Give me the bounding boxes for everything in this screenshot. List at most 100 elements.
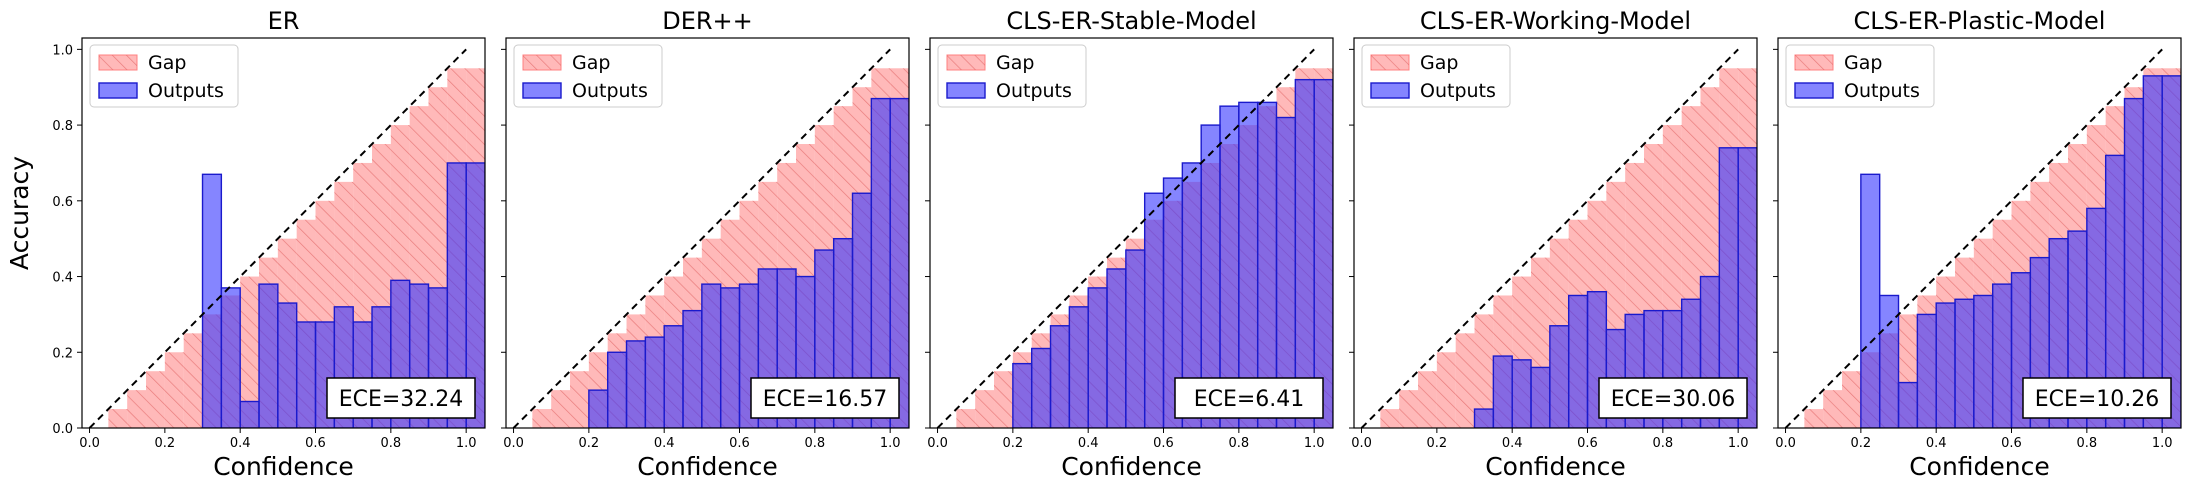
x-tick-label: 0.0 bbox=[1775, 436, 1796, 451]
x-tick-label: 0.6 bbox=[2001, 436, 2022, 451]
axes-frame bbox=[1353, 37, 1758, 429]
gap-bar-hatch bbox=[1842, 371, 1861, 428]
x-tick-label: 0.2 bbox=[1427, 436, 1448, 451]
outputs-swatch bbox=[98, 82, 138, 99]
ece-annotation: ECE=16.57 bbox=[750, 377, 900, 419]
gap-bar-hatch bbox=[1436, 352, 1456, 428]
gap-bar-hatch bbox=[127, 390, 147, 428]
x-tick-label: 0.2 bbox=[1003, 436, 1024, 451]
x-tick-label: 0.6 bbox=[305, 436, 326, 451]
gap-bar-hatch bbox=[532, 409, 552, 428]
outputs-bar bbox=[239, 400, 260, 428]
gap-bar-hatch bbox=[956, 409, 976, 428]
x-tick-label: 0.8 bbox=[1228, 436, 1249, 451]
panel-1: 0.0 0.0 0.2 0.2 0.4 0.4 0.6 0.6 0.8 0.8 1.0 1.0 ER Co… bbox=[52, 7, 486, 481]
outputs-bar bbox=[1143, 192, 1165, 428]
legend-label-gap: Gap bbox=[572, 52, 610, 74]
perfect-calibration-line bbox=[936, 48, 1315, 428]
x-tick-label: 0.6 bbox=[729, 436, 750, 451]
x-tick-label: 0.8 bbox=[2076, 436, 2097, 451]
plot-area bbox=[1784, 48, 2181, 428]
legend-label-gap: Gap bbox=[148, 52, 186, 74]
outputs-bar bbox=[1935, 302, 1956, 428]
y-tick-label: 0.0 bbox=[52, 422, 73, 437]
panel-title: CLS-ER-Stable-Model bbox=[1006, 7, 1256, 35]
outputs-bar bbox=[1049, 325, 1071, 428]
x-tick-label: 1.0 bbox=[1728, 436, 1749, 451]
outputs-bar bbox=[588, 389, 609, 428]
outputs-bar bbox=[2161, 75, 2181, 428]
legend-label-gap: Gap bbox=[1844, 52, 1882, 74]
gap-bar-hatch bbox=[570, 371, 589, 428]
gap-bar-hatch bbox=[1399, 390, 1419, 428]
x-axis-label: Confidence bbox=[1909, 452, 2050, 481]
y-tick-label: 1.0 bbox=[52, 43, 73, 58]
outputs-bar bbox=[1087, 287, 1108, 428]
ece-annotation: ECE=10.26 bbox=[2022, 377, 2172, 419]
outputs-bar bbox=[1954, 298, 1975, 428]
legend: Gap Outputs bbox=[1785, 44, 1935, 108]
outputs-bar bbox=[295, 321, 317, 428]
outputs-bar bbox=[1860, 173, 1881, 428]
x-tick-label: 0.4 bbox=[230, 436, 251, 451]
outputs-bar bbox=[1012, 362, 1033, 428]
x-tick-label: 1.0 bbox=[456, 436, 477, 451]
panel-title: ER bbox=[268, 7, 300, 35]
ece-value: ECE=16.57 bbox=[763, 387, 888, 412]
x-tick-label: 0.4 bbox=[654, 436, 675, 451]
outputs-bar bbox=[1991, 283, 2013, 428]
y-tick-label: 0.2 bbox=[52, 346, 73, 361]
legend-label-gap: Gap bbox=[1420, 52, 1458, 74]
x-tick-label: 0.8 bbox=[1652, 436, 1673, 451]
ece-value: ECE=10.26 bbox=[2035, 387, 2160, 412]
outputs-swatch bbox=[1370, 82, 1410, 99]
panel-3: 0.0 0.2 0.4 0.6 0.8 1.0 CLS-ER-Stable-Model Con… bbox=[925, 7, 1334, 481]
gap-bar-hatch bbox=[146, 371, 165, 428]
x-axis-label: Confidence bbox=[1061, 452, 1202, 481]
axes-frame bbox=[929, 37, 1334, 429]
x-tick-label: 0.4 bbox=[1078, 436, 1099, 451]
plot-area bbox=[936, 48, 1333, 428]
gap-bar-hatch bbox=[108, 409, 128, 428]
axes-frame bbox=[1777, 37, 2182, 429]
x-tick-label: 0.4 bbox=[1926, 436, 1947, 451]
x-tick-label: 0.6 bbox=[1577, 436, 1598, 451]
gap-bar-hatch bbox=[183, 333, 203, 428]
x-tick-label: 0.2 bbox=[579, 436, 600, 451]
x-tick-label: 0.4 bbox=[1502, 436, 1523, 451]
y-tick-label: 0.6 bbox=[52, 195, 73, 210]
legend-label-gap: Gap bbox=[996, 52, 1034, 74]
panel-4: 0.0 0.2 0.4 0.6 0.8 1.0 CLS-ER-Working-Model Co… bbox=[1349, 7, 1758, 481]
legend-label-outputs: Outputs bbox=[148, 80, 224, 102]
x-tick-label: 1.0 bbox=[880, 436, 901, 451]
x-tick-label: 0.6 bbox=[1153, 436, 1174, 451]
outputs-bar bbox=[1125, 249, 1146, 428]
gap-bar-hatch bbox=[994, 371, 1013, 428]
gap-bar-hatch bbox=[975, 390, 995, 428]
gap-bar-hatch bbox=[1804, 409, 1824, 428]
panel-title: CLS-ER-Plastic-Model bbox=[1854, 7, 2106, 35]
outputs-bar bbox=[220, 287, 241, 428]
outputs-bar bbox=[644, 336, 665, 428]
outputs-swatch bbox=[1794, 82, 1834, 99]
outputs-bar bbox=[1567, 294, 1589, 428]
x-tick-label: 1.0 bbox=[2152, 436, 2173, 451]
outputs-bar bbox=[258, 283, 279, 428]
x-axis-label: Confidence bbox=[637, 452, 778, 481]
ece-value: ECE=32.24 bbox=[339, 387, 464, 412]
legend: Gap Outputs bbox=[513, 44, 663, 108]
panel-2: 0.0 0.2 0.4 0.6 0.8 1.0 DER++ Confidence Gap Outp… bbox=[501, 7, 910, 481]
outputs-bar bbox=[1897, 381, 1919, 428]
gap-bar-hatch bbox=[551, 390, 571, 428]
figure-y-axis-label: Accuracy bbox=[5, 156, 34, 270]
x-tick-label: 0.8 bbox=[380, 436, 401, 451]
outputs-bar bbox=[1549, 325, 1570, 428]
outputs-bar bbox=[1313, 78, 1333, 428]
outputs-bar bbox=[2142, 75, 2163, 428]
outputs-bar bbox=[1916, 313, 1937, 428]
outputs-bar bbox=[1530, 366, 1551, 428]
legend-label-outputs: Outputs bbox=[1420, 80, 1496, 102]
gap-bar-hatch bbox=[1823, 390, 1843, 428]
outputs-bar bbox=[1106, 268, 1127, 428]
